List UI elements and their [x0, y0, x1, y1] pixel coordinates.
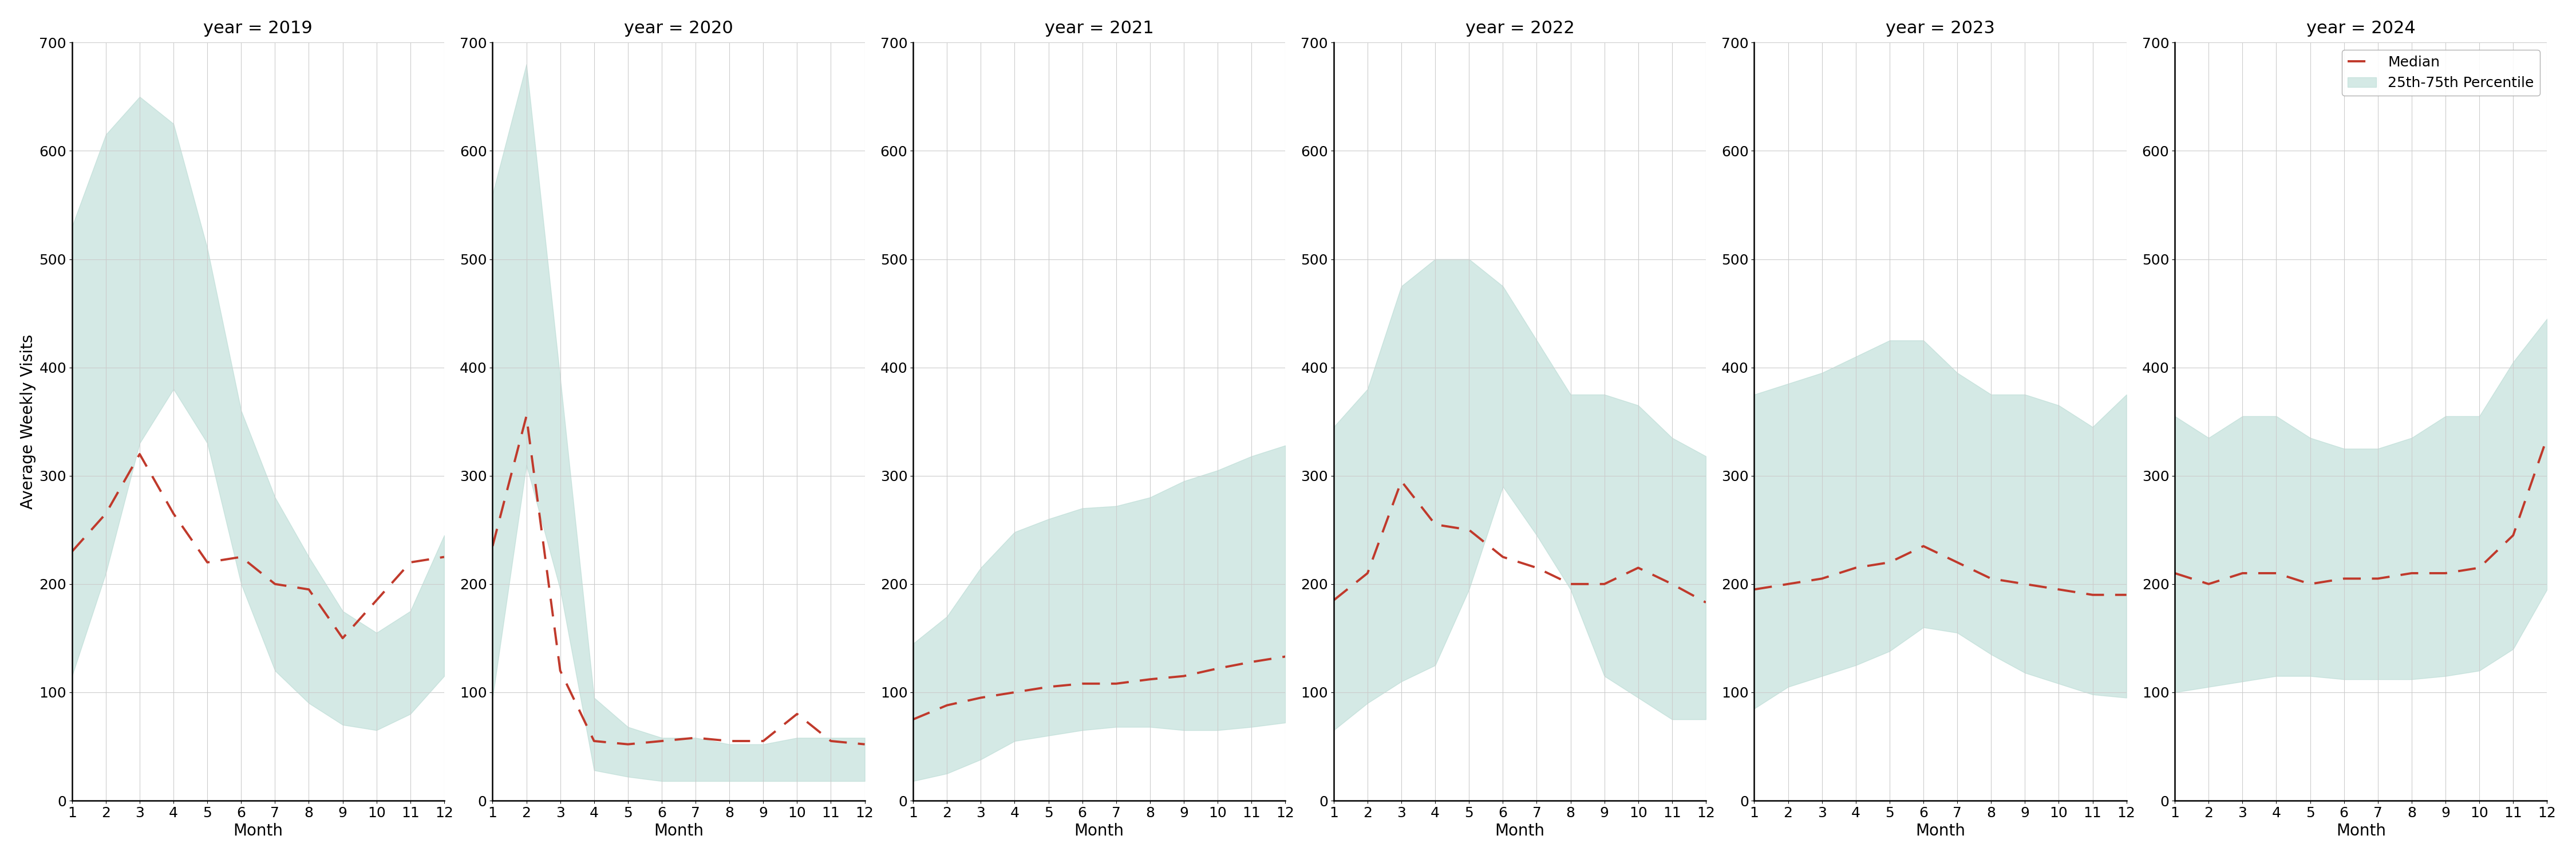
Median [57, 546, 88, 557]
Median [227, 551, 258, 562]
Line: Median: Median [492, 416, 866, 744]
X-axis label: Month: Month [2336, 823, 2385, 839]
Line: Median: Median [912, 656, 1285, 719]
Median [1419, 520, 1450, 530]
Median [157, 509, 188, 519]
Title: year = 2023: year = 2023 [1886, 20, 1994, 36]
Median [1739, 584, 1770, 594]
Median [1270, 651, 1301, 661]
Median [1319, 595, 1350, 606]
Median [1556, 579, 1587, 589]
Median [1133, 674, 1164, 685]
Median [2329, 574, 2360, 584]
Median [2159, 568, 2190, 578]
Median [1623, 563, 1654, 573]
Median [1453, 525, 1484, 535]
Median [90, 509, 121, 519]
Median [2009, 579, 2040, 589]
Median [2295, 579, 2326, 589]
Median [1839, 563, 1870, 573]
Median [1486, 551, 1517, 562]
Line: Median: Median [2174, 438, 2548, 584]
Median [2076, 589, 2107, 600]
X-axis label: Month: Month [1917, 823, 1965, 839]
Median [510, 411, 541, 421]
Y-axis label: Average Weekly Visits: Average Weekly Visits [21, 334, 36, 509]
Median [361, 595, 392, 606]
Median [1170, 671, 1200, 681]
Median [647, 736, 677, 746]
Median [850, 739, 881, 749]
Median [260, 579, 291, 589]
Median [896, 714, 927, 724]
Median [2463, 563, 2494, 573]
Median [781, 709, 811, 719]
Median [1909, 541, 1940, 551]
Median [1203, 663, 1234, 673]
Median [2043, 584, 2074, 594]
Median [428, 551, 459, 562]
Title: year = 2021: year = 2021 [1046, 20, 1154, 36]
Line: Median: Median [72, 454, 443, 638]
Title: year = 2019: year = 2019 [204, 20, 312, 36]
Median [2192, 579, 2223, 589]
Median [714, 736, 744, 746]
Median [1589, 579, 1620, 589]
Legend: Median, 25th-75th Percentile: Median, 25th-75th Percentile [2342, 50, 2540, 96]
Median [394, 557, 425, 568]
Median [2228, 568, 2259, 578]
Median [1522, 563, 1553, 573]
Median [1942, 557, 1973, 568]
Median [580, 736, 611, 746]
Median [1806, 574, 1837, 584]
Median [2110, 589, 2141, 600]
Median [680, 733, 711, 743]
Median [1100, 679, 1131, 689]
X-axis label: Month: Month [1074, 823, 1123, 839]
Median [966, 692, 997, 703]
X-axis label: Month: Month [234, 823, 283, 839]
Median [2396, 568, 2427, 578]
Median [933, 700, 963, 710]
Median [613, 739, 644, 749]
Median [1690, 597, 1721, 607]
Median [327, 633, 358, 643]
Median [999, 687, 1030, 698]
Line: Median: Median [1754, 546, 2125, 594]
Median [2262, 568, 2293, 578]
Median [1772, 579, 1803, 589]
Median [2362, 574, 2393, 584]
Median [544, 666, 574, 676]
Median [1976, 574, 2007, 584]
Median [2499, 530, 2530, 540]
Line: Median: Median [1334, 481, 1705, 602]
Median [1386, 476, 1417, 486]
X-axis label: Month: Month [1494, 823, 1546, 839]
Title: year = 2020: year = 2020 [623, 20, 734, 36]
Median [191, 557, 222, 568]
Median [2532, 433, 2563, 443]
X-axis label: Month: Month [654, 823, 703, 839]
Median [1066, 679, 1097, 689]
Title: year = 2024: year = 2024 [2306, 20, 2416, 36]
Median [1352, 568, 1383, 578]
Median [124, 449, 155, 460]
Median [294, 584, 325, 594]
Median [1875, 557, 1906, 568]
Title: year = 2022: year = 2022 [1466, 20, 1574, 36]
Median [1236, 657, 1267, 667]
Median [2429, 568, 2460, 578]
Median [1033, 682, 1064, 692]
Median [1656, 579, 1687, 589]
Median [747, 736, 778, 746]
Median [477, 541, 507, 551]
Median [817, 736, 848, 746]
